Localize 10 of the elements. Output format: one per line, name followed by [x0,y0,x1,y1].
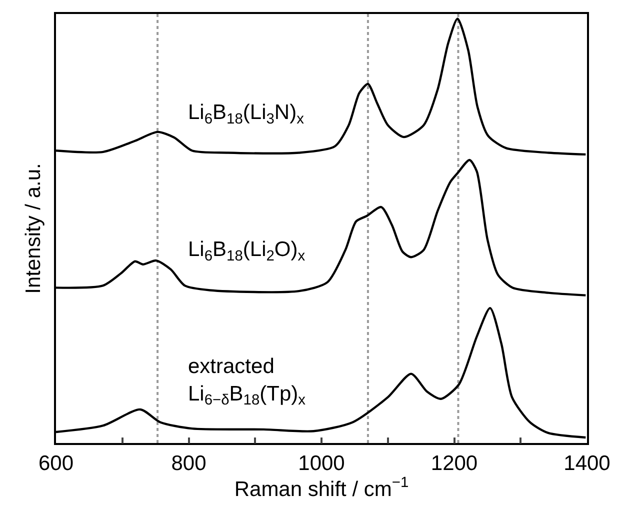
x-tick-label: 800 [171,452,206,475]
series-label: Li$_{6}$B$_{18}$(Li$_{2}$O)$_{x}$ [188,238,306,264]
y-axis-title: Intensity / a.u. [22,163,45,294]
series-label: Li$_{6}$B$_{18}$(Li$_{3}$N)$_{x}$ [188,101,305,128]
x-tick-label: 1400 [564,452,610,475]
x-tick-label: 1200 [430,452,478,475]
x-axis-title: Raman shift / cm$^{−1}$ [234,474,409,501]
x-tick-label: 1000 [298,452,345,475]
series-label: extracted Li$_{6−δ}$B$_{18}$(Tp)$_{x}$ [188,355,306,409]
x-tick-label: 600 [38,452,74,475]
